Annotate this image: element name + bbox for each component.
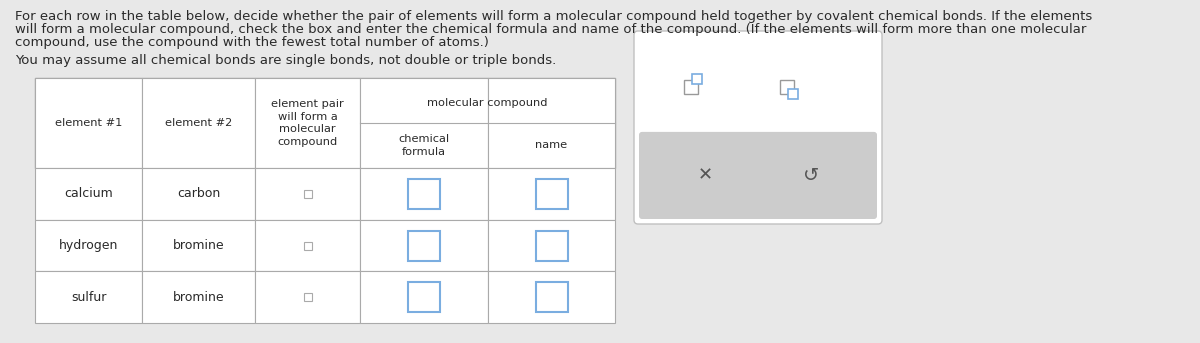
Bar bbox=[360, 271, 488, 323]
Text: bromine: bromine bbox=[173, 291, 224, 304]
Bar bbox=[360, 78, 488, 168]
Bar bbox=[408, 179, 440, 209]
Bar bbox=[35, 78, 616, 168]
Text: chemical
formula: chemical formula bbox=[398, 134, 450, 157]
Text: element pair
will form a
molecular
compound: element pair will form a molecular compo… bbox=[271, 99, 344, 147]
Bar bbox=[35, 271, 142, 323]
Bar bbox=[304, 293, 312, 301]
Bar bbox=[256, 168, 360, 220]
Bar bbox=[35, 220, 142, 271]
Text: compound, use the compound with the fewest total number of atoms.): compound, use the compound with the fewe… bbox=[14, 36, 488, 49]
Text: You may assume all chemical bonds are single bonds, not double or triple bonds.: You may assume all chemical bonds are si… bbox=[14, 54, 557, 67]
Bar bbox=[304, 190, 312, 198]
Bar bbox=[142, 168, 256, 220]
Text: For each row in the table below, decide whether the pair of elements will form a: For each row in the table below, decide … bbox=[14, 10, 1092, 23]
Text: molecular compound: molecular compound bbox=[427, 98, 547, 108]
Bar bbox=[35, 168, 142, 220]
Bar bbox=[408, 282, 440, 312]
Text: carbon: carbon bbox=[176, 187, 220, 200]
Bar bbox=[142, 220, 256, 271]
FancyBboxPatch shape bbox=[640, 132, 877, 219]
Bar bbox=[535, 179, 568, 209]
Bar bbox=[488, 271, 616, 323]
Bar bbox=[360, 220, 488, 271]
Bar bbox=[256, 220, 360, 271]
Bar bbox=[488, 168, 616, 220]
Bar bbox=[142, 271, 256, 323]
Text: element #2: element #2 bbox=[164, 118, 232, 128]
Text: ✕: ✕ bbox=[697, 166, 713, 185]
Bar bbox=[535, 230, 568, 260]
Bar bbox=[408, 230, 440, 260]
Bar bbox=[488, 78, 616, 168]
Text: sulfur: sulfur bbox=[71, 291, 106, 304]
Text: name: name bbox=[535, 141, 568, 151]
Bar bbox=[535, 282, 568, 312]
Bar bbox=[691, 74, 702, 84]
Bar bbox=[780, 80, 794, 94]
Bar bbox=[488, 220, 616, 271]
Bar bbox=[684, 80, 698, 94]
Bar bbox=[360, 168, 488, 220]
FancyBboxPatch shape bbox=[634, 31, 882, 224]
Bar bbox=[256, 78, 360, 168]
Text: will form a molecular compound, check the box and enter the chemical formula and: will form a molecular compound, check th… bbox=[14, 23, 1086, 36]
Text: element #1: element #1 bbox=[55, 118, 122, 128]
Bar bbox=[142, 78, 256, 168]
Text: hydrogen: hydrogen bbox=[59, 239, 118, 252]
Text: bromine: bromine bbox=[173, 239, 224, 252]
Text: calcium: calcium bbox=[64, 187, 113, 200]
Bar bbox=[256, 271, 360, 323]
Bar bbox=[304, 241, 312, 249]
Text: ↺: ↺ bbox=[803, 166, 818, 185]
Bar bbox=[787, 89, 798, 99]
Bar bbox=[35, 78, 142, 168]
